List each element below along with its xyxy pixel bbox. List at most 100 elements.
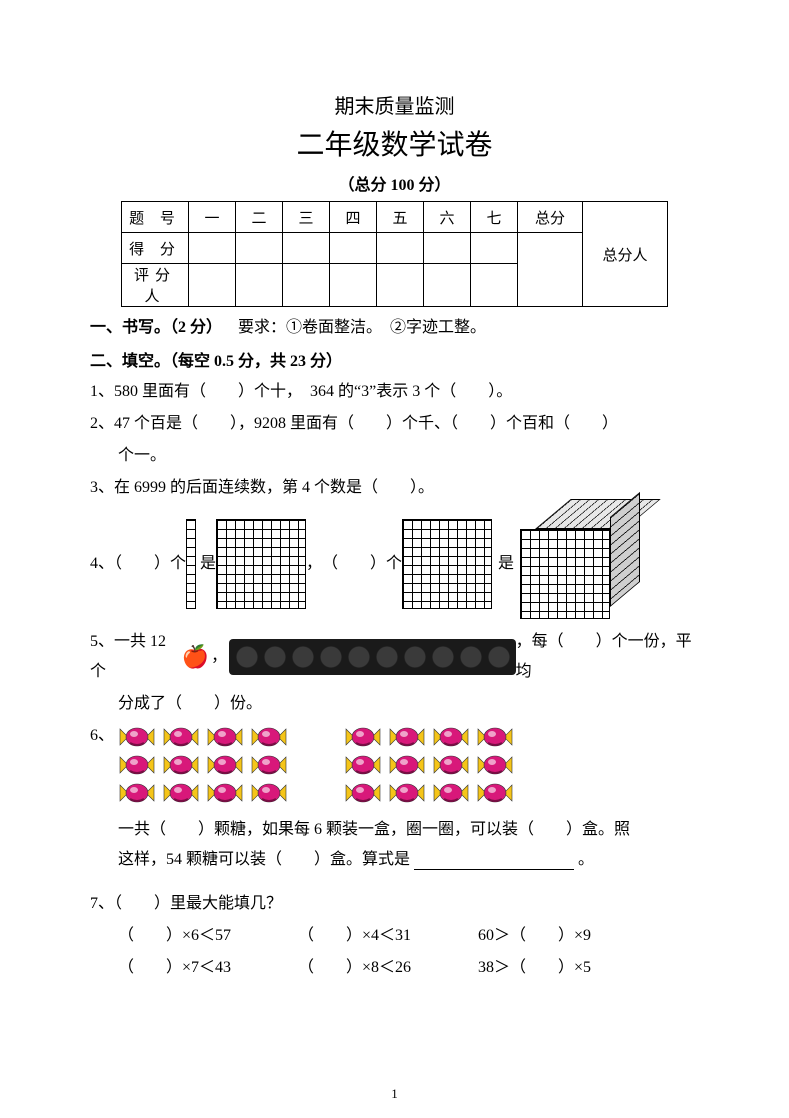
- candy-group: [344, 725, 514, 749]
- question-2a: 2、47 个百是（ ），9208 里面有（ ）个千、（ ）个百和（ ）: [90, 409, 699, 439]
- row-label: 评分人: [122, 264, 189, 307]
- candy-icon: [432, 725, 470, 749]
- cell: [424, 264, 471, 307]
- q6-line2: 这样，54 颗糖可以装（ ）盒。算式是 。: [90, 845, 699, 875]
- candy-icon: [388, 753, 426, 777]
- section-heading: 一、书写。（2 分）: [90, 319, 222, 336]
- q6-line2-end: 。: [578, 851, 594, 868]
- q7-item: （ ）×8＜26: [298, 953, 478, 983]
- answer-underline: [414, 851, 574, 870]
- question-7-head: 7、（ ）里最大能填几？: [90, 889, 699, 919]
- col-header: 三: [283, 202, 330, 233]
- candy-group: [118, 725, 288, 749]
- score-table: 题 号 一 二 三 四 五 六 七 总分 总分人 得 分 评分人: [121, 201, 668, 307]
- hundred-flat-icon: [402, 519, 492, 609]
- cell: [471, 264, 518, 307]
- col-header: 一: [189, 202, 236, 233]
- cell: [236, 264, 283, 307]
- question-4: 4、（ ）个 是 ， （ ）个 是: [90, 509, 699, 619]
- candy-icon: [250, 753, 288, 777]
- q7-item: 60＞（ ）×9: [478, 921, 658, 951]
- candy-row: [118, 753, 564, 777]
- candy-icon: [162, 781, 200, 805]
- candy-icon: [344, 781, 382, 805]
- main-title: 二年级数学试卷: [90, 123, 699, 163]
- col-header: 七: [471, 202, 518, 233]
- candy-icon: [118, 753, 156, 777]
- section-heading: 二、填空。（每空 0.5 分，共 23 分）: [90, 347, 699, 371]
- subtitle: 期末质量监测: [90, 90, 699, 119]
- comma: ，: [211, 642, 227, 672]
- candy-icon: [162, 753, 200, 777]
- row-label: 得 分: [122, 233, 189, 264]
- question-7-row: （ ）×6＜57 （ ）×4＜31 60＞（ ）×9: [90, 921, 699, 951]
- candy-group: [344, 753, 514, 777]
- tens-rod-icon: [186, 519, 196, 609]
- q5-pre: 5、一共 12 个: [90, 627, 182, 687]
- cell: [283, 264, 330, 307]
- candy-icon: [206, 781, 244, 805]
- cell: [471, 233, 518, 264]
- col-total-person: 总分人: [583, 202, 668, 307]
- cell: [377, 264, 424, 307]
- page-number: 1: [0, 1086, 789, 1102]
- q7-item: （ ）×4＜31: [298, 921, 478, 951]
- question-2b: 个一。: [90, 441, 699, 471]
- candy-icon: [476, 753, 514, 777]
- q4-pre: 4、（ ）个: [90, 549, 186, 579]
- cell: [236, 233, 283, 264]
- cell: [330, 233, 377, 264]
- candy-icon: [344, 725, 382, 749]
- q6-num: 6、: [90, 721, 118, 751]
- question-6: 6、 一共（ ）颗糖，如果每 6 颗装一盒，圈一圈，可以装（ ）盒。照 这样，5…: [90, 721, 699, 875]
- candy-icon: [476, 781, 514, 805]
- candy-row: [118, 781, 564, 805]
- hundred-flat-icon: [216, 519, 306, 609]
- candy-row: [118, 725, 564, 749]
- cell: [330, 264, 377, 307]
- total-score-line: （总分 100 分）: [90, 171, 699, 195]
- candy-icon: [206, 753, 244, 777]
- col-header: 六: [424, 202, 471, 233]
- col-header: 二: [236, 202, 283, 233]
- cell: [189, 233, 236, 264]
- cell: [283, 233, 330, 264]
- exam-page: 期末质量监测 二年级数学试卷 （总分 100 分） 题 号 一 二 三 四 五 …: [0, 0, 789, 1118]
- q6-line2-text: 这样，54 颗糖可以装（ ）盒。算式是: [118, 851, 410, 868]
- cell: [189, 264, 236, 307]
- apple-icon: 🍎: [182, 642, 209, 672]
- q7-item: （ ）×6＜57: [118, 921, 298, 951]
- q4-mid1: 是: [200, 549, 216, 579]
- q7-item: （ ）×7＜43: [118, 953, 298, 983]
- candy-grid: [118, 721, 564, 809]
- row-label: 题 号: [122, 202, 189, 233]
- candy-icon: [250, 725, 288, 749]
- candy-icon: [432, 753, 470, 777]
- candy-icon: [388, 781, 426, 805]
- table-row: 题 号 一 二 三 四 五 六 七 总分 总分人: [122, 202, 668, 233]
- col-header: 四: [330, 202, 377, 233]
- q7-item: 38＞（ ）×5: [478, 953, 658, 983]
- candy-icon: [250, 781, 288, 805]
- candy-group: [118, 753, 288, 777]
- q6-line1: 一共（ ）颗糖，如果每 6 颗装一盒，圈一圈，可以装（ ）盒。照: [90, 815, 699, 845]
- candy-icon: [476, 725, 514, 749]
- col-total: 总分: [518, 202, 583, 233]
- q5-mid: ，每（ ）个一份，平均: [516, 627, 699, 687]
- cell: [424, 233, 471, 264]
- apple-strip-icon: [229, 639, 516, 675]
- candy-icon: [388, 725, 426, 749]
- candy-group: [344, 781, 514, 805]
- candy-icon: [344, 753, 382, 777]
- q5-end: 分成了（ ）份。: [90, 689, 699, 719]
- candy-icon: [118, 781, 156, 805]
- col-header: 五: [377, 202, 424, 233]
- candy-icon: [206, 725, 244, 749]
- cell: [518, 233, 583, 307]
- question-7-row: （ ）×7＜43 （ ）×8＜26 38＞（ ）×5: [90, 953, 699, 983]
- question-5: 5、一共 12 个 🍎 ， ，每（ ）个一份，平均: [90, 627, 699, 687]
- candy-icon: [432, 781, 470, 805]
- candy-icon: [118, 725, 156, 749]
- thousand-cube-icon: [520, 509, 650, 619]
- q4-mid3: 是: [498, 549, 514, 579]
